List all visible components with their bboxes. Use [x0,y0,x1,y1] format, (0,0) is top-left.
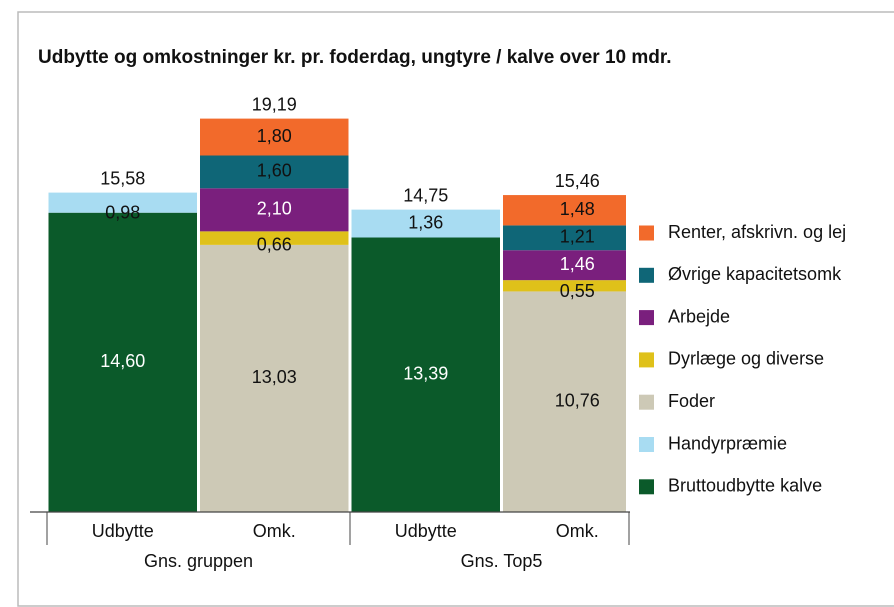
value-label: 10,76 [555,390,600,410]
value-label: 1,46 [560,254,595,274]
legend-swatch [639,225,654,241]
legend-label: Arbejde [668,306,730,326]
value-label: 0,66 [257,235,292,255]
total-label: 19,19 [252,94,297,114]
plot-area: 14,60 0,98 15,58 13,03 0,66 2,10 1,60 1,80 19,19… [48,94,626,512]
x-tick-label: Omk. [556,521,599,541]
legend-label: Handyrpræmie [668,433,787,453]
x-tick-label: Udbytte [395,521,457,541]
bar-segment [503,250,626,281]
bar-segment [200,231,349,245]
legend-label: Dyrlæge og diverse [668,349,824,369]
bar-segment [351,237,500,512]
value-label: 2,10 [257,199,292,219]
legend-swatch [639,352,654,368]
value-label: 1,36 [408,212,443,232]
bar-segment [200,155,349,189]
value-label: 1,60 [257,161,292,181]
group-label: Gns. gruppen [144,551,253,571]
bar-segment [503,225,626,251]
value-label: 14,60 [100,351,145,371]
group-label: Gns. Top5 [461,551,543,571]
legend-swatch [639,479,654,495]
bar-segment [503,280,626,292]
bar-segment [200,118,349,156]
bar-segment [48,192,197,213]
chart-title: Udbytte og omkostninger kr. pr. foderdag… [38,47,672,68]
bar-segment [503,195,626,226]
legend-label: Foder [668,391,715,411]
value-label: 13,39 [403,364,448,384]
value-label: 1,80 [257,126,292,146]
bar-segment [200,244,349,512]
value-label: 1,21 [560,227,595,247]
legend-swatch [639,437,654,452]
legend-label: Øvrige kapacitetsomk [668,264,842,284]
legend-swatch [639,267,654,283]
bar-segment [200,188,349,232]
legend-swatch [639,310,654,326]
value-label: 1,48 [560,199,595,219]
legend-swatch [639,394,654,410]
value-label: 13,03 [252,367,297,387]
bar-segment [48,212,197,512]
bar-segment [351,209,500,238]
total-label: 15,46 [555,171,600,191]
total-label: 14,75 [403,185,448,205]
value-label: 0,55 [560,281,595,301]
bar-segment [503,291,626,512]
legend-label: Bruttoudbytte kalve [668,476,822,496]
x-tick-label: Omk. [253,521,296,541]
value-label: 0,98 [105,202,140,222]
legend-label: Renter, afskrivn. og lej [668,222,846,242]
total-label: 15,58 [100,168,145,188]
x-tick-label: Udbytte [92,521,154,541]
